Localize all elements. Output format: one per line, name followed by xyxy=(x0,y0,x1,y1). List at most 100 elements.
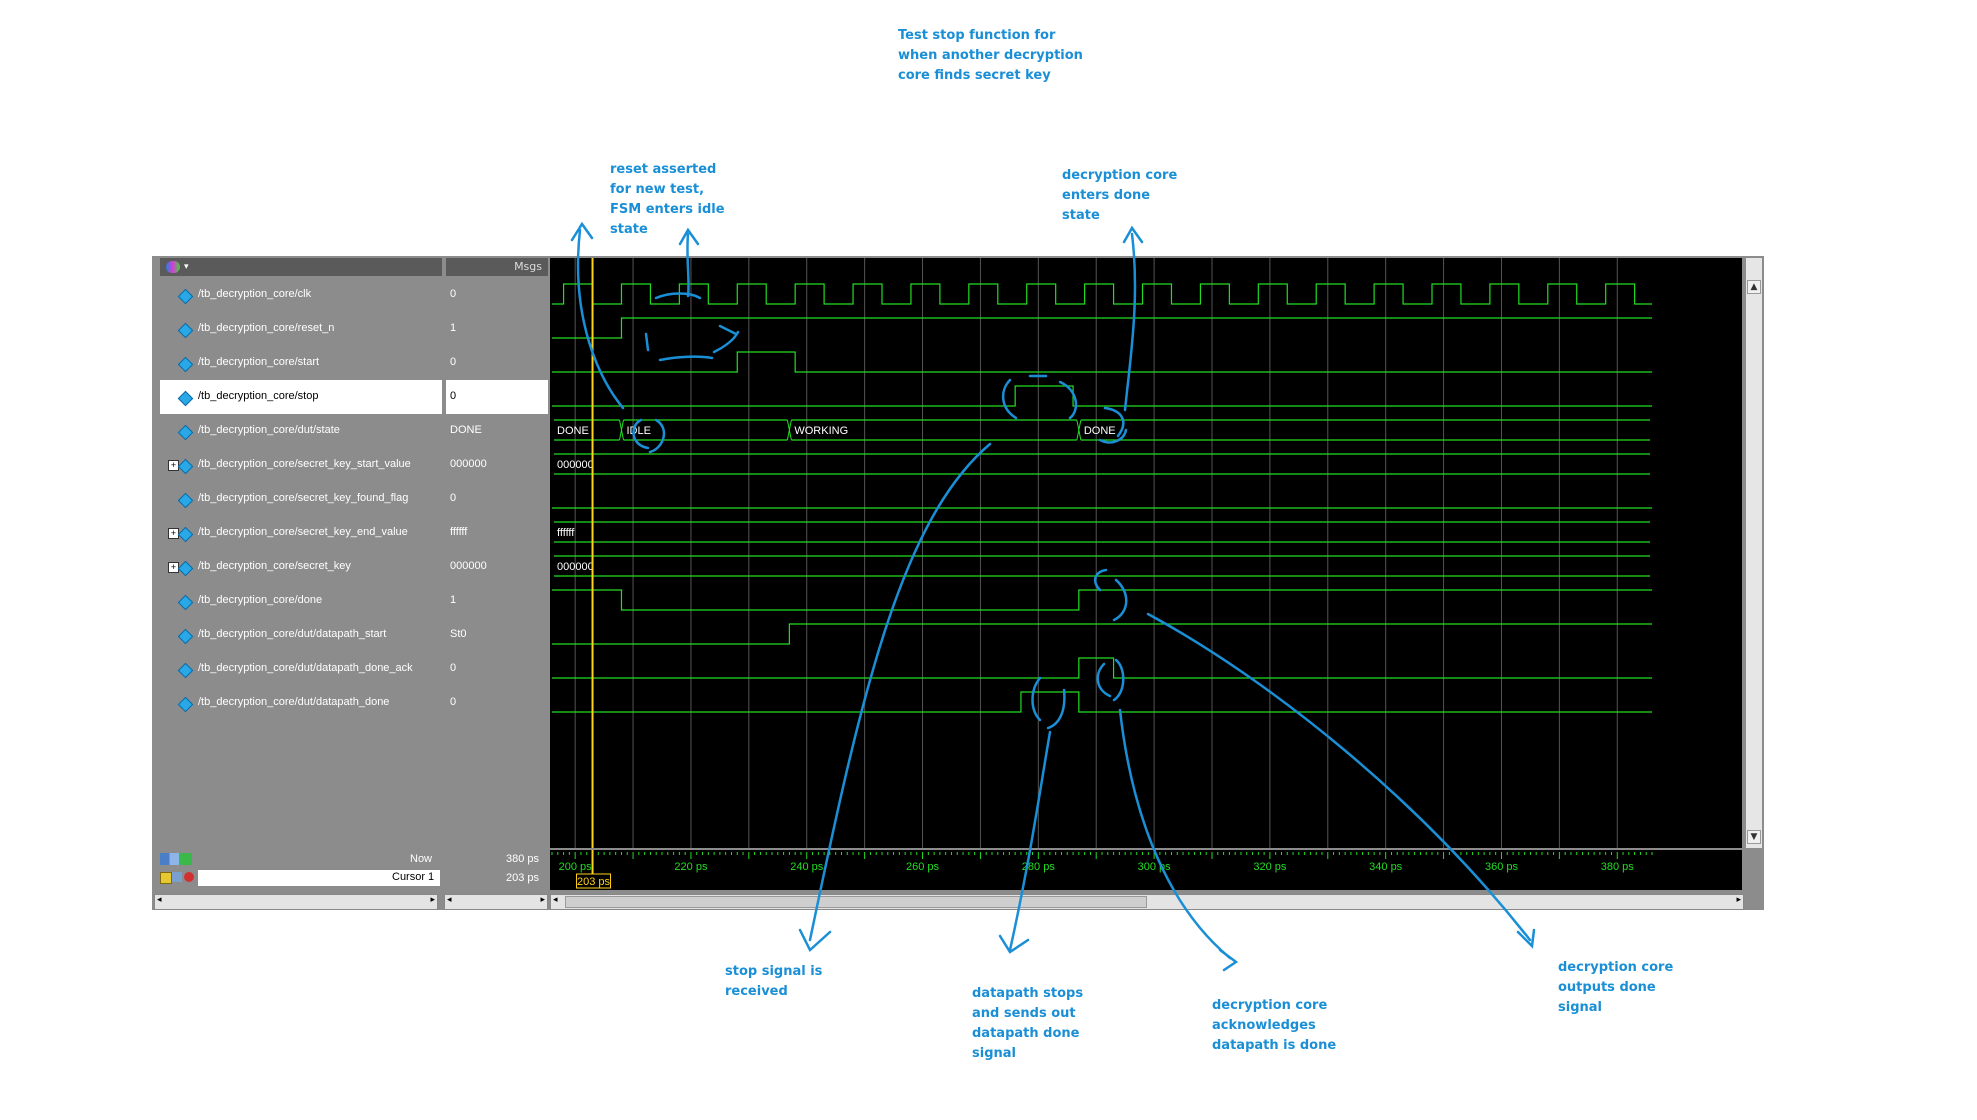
signal-value-row[interactable]: 0 xyxy=(446,346,548,380)
annotation-ack: decryption core acknowledges datapath is d… xyxy=(1212,998,1337,1053)
signal-value-row[interactable]: 0 xyxy=(446,652,548,686)
time-tick-label: 340 ps xyxy=(1369,861,1403,873)
signal-row[interactable]: +/tb_decryption_core/secret_key xyxy=(160,550,442,584)
time-tick-label: 300 ps xyxy=(1138,861,1172,873)
signal-row[interactable]: +/tb_decryption_core/secret_key_start_va… xyxy=(160,448,442,482)
signal-name: /tb_decryption_core/stop xyxy=(198,390,319,402)
scroll-left-icon[interactable]: ◂ xyxy=(447,895,452,905)
signal-row[interactable]: /tb_decryption_core/dut/state xyxy=(160,414,442,448)
signal-value: 0 xyxy=(450,356,457,368)
signal-row[interactable]: /tb_decryption_core/dut/datapath_start xyxy=(160,618,442,652)
bus-label: 000000 xyxy=(557,459,594,471)
signal-name: /tb_decryption_core/dut/datapath_start xyxy=(198,628,387,640)
msgs-label: Msgs xyxy=(514,260,542,273)
signal-value: 1 xyxy=(450,322,457,334)
signal-row[interactable]: /tb_decryption_core/dut/datapath_done_ac… xyxy=(160,652,442,686)
cursor-name-field[interactable]: Cursor 1 xyxy=(198,870,440,886)
waveform-pane[interactable]: DONE IDLE WORKING DONE 000000 ffffff 000000 xyxy=(550,258,1742,848)
signal-value-row[interactable]: 0 xyxy=(446,380,548,414)
signal-value-row[interactable]: 000000 xyxy=(446,550,548,584)
wave-hscroll[interactable]: ◂ ▸ xyxy=(550,894,1744,910)
cursor-delete-icon[interactable] xyxy=(184,872,194,882)
signal-value-row[interactable]: ffffff xyxy=(446,516,548,550)
cursor-lock-icon[interactable] xyxy=(160,872,172,884)
signal-name: /tb_decryption_core/secret_key xyxy=(198,560,351,572)
signal-value-row[interactable]: St0 xyxy=(446,618,548,652)
bus-label: DONE xyxy=(1084,425,1116,437)
signal-row[interactable]: /tb_decryption_core/clk xyxy=(160,278,442,312)
signal-diamond-icon xyxy=(177,662,194,679)
scroll-right-icon[interactable]: ▸ xyxy=(1736,895,1741,905)
signal-diamond-icon xyxy=(177,560,194,577)
now-label: Now xyxy=(410,853,433,865)
now-icons[interactable] xyxy=(160,853,192,865)
wave-toolbar-icon[interactable] xyxy=(166,261,180,273)
signal-value: 000000 xyxy=(450,560,487,572)
cursor-edit-icon[interactable] xyxy=(172,872,182,882)
signal-value-row[interactable]: 0 xyxy=(446,482,548,516)
waveform-canvas[interactable]: DONE IDLE WORKING DONE 000000 ffffff 000000 xyxy=(550,258,1742,848)
bus-transition xyxy=(618,419,624,441)
signal-diamond-icon xyxy=(177,288,194,305)
signal-value-row[interactable]: DONE xyxy=(446,414,548,448)
time-tick-label: 220 ps xyxy=(674,861,708,873)
signal-values-pane: Msgs 0 1 0 0 DONE 000000 0 ffffff 000000 1 St0 0 0 xyxy=(446,258,548,848)
signal-names-pane: ▾ /tb_decryption_core/clk/tb_decryption_… xyxy=(160,258,442,848)
signal-name: /tb_decryption_core/secret_key_start_val… xyxy=(198,458,411,470)
signal-value: St0 xyxy=(450,628,467,640)
signal-value: 000000 xyxy=(450,458,487,470)
signal-row[interactable]: /tb_decryption_core/done xyxy=(160,584,442,618)
signal-value: 0 xyxy=(450,662,457,674)
time-axis[interactable]: 200 ps 220 ps 240 ps 260 ps 280 ps 300 ps 320 … xyxy=(550,850,1742,890)
signal-row[interactable]: +/tb_decryption_core/secret_key_end_valu… xyxy=(160,516,442,550)
time-tick-label: 240 ps xyxy=(790,861,824,873)
signal-row[interactable]: /tb_decryption_core/dut/datapath_done xyxy=(160,686,442,720)
signal-value-row[interactable]: 0 xyxy=(446,686,548,720)
scroll-down-icon[interactable]: ▼ xyxy=(1747,830,1761,844)
names-hscroll[interactable]: ◂ ▸ xyxy=(154,894,438,910)
signal-name: /tb_decryption_core/secret_key_end_value xyxy=(198,526,408,538)
signal-name: /tb_decryption_core/done xyxy=(198,594,323,606)
annotation-reset: reset asserted for new test, FSM enters id… xyxy=(610,162,725,237)
scroll-left-icon[interactable]: ◂ xyxy=(553,895,558,905)
time-tick-label: 260 ps xyxy=(906,861,940,873)
waveform-trace xyxy=(552,385,1652,407)
values-hscroll[interactable]: ◂ ▸ xyxy=(444,894,548,910)
signal-diamond-icon xyxy=(177,594,194,611)
annotation-outputs-done: decryption core outputs done signal xyxy=(1558,960,1674,1015)
waveform-trace xyxy=(552,589,1652,611)
footer-scrollbar xyxy=(1746,850,1762,890)
signal-row[interactable]: /tb_decryption_core/stop xyxy=(160,380,442,414)
wave-footer: Now 380 ps Cursor 1 203 ps 200 ps 220 ps 2… xyxy=(152,850,1764,890)
signal-row[interactable]: /tb_decryption_core/reset_n xyxy=(160,312,442,346)
horizontal-scrollbars: ◂ ▸ ◂ ▸ ◂ ▸ xyxy=(152,892,1764,910)
bus-label: WORKING xyxy=(794,425,848,437)
annotation-stop-received: stop signal is received xyxy=(725,964,823,999)
scroll-left-icon[interactable]: ◂ xyxy=(157,895,162,905)
signal-name: /tb_decryption_core/dut/state xyxy=(198,424,340,436)
scroll-right-icon[interactable]: ▸ xyxy=(430,895,435,905)
scroll-right-icon[interactable]: ▸ xyxy=(540,895,545,905)
time-tick-label: 280 ps xyxy=(1022,861,1056,873)
signal-value-row[interactable]: 000000 xyxy=(446,448,548,482)
signal-name: /tb_decryption_core/dut/datapath_done_ac… xyxy=(198,662,413,674)
signal-value-row[interactable]: 1 xyxy=(446,584,548,618)
signal-row[interactable]: /tb_decryption_core/start xyxy=(160,346,442,380)
waveform-trace xyxy=(552,691,1652,713)
wave-hscroll-thumb[interactable] xyxy=(565,896,1147,908)
signal-value: 0 xyxy=(450,492,457,504)
signal-value-row[interactable]: 0 xyxy=(446,278,548,312)
chevron-down-icon[interactable]: ▾ xyxy=(184,262,189,272)
bus-label: IDLE xyxy=(626,425,650,437)
signal-diamond-icon xyxy=(177,628,194,645)
signal-value-row[interactable]: 1 xyxy=(446,312,548,346)
vertical-scrollbar[interactable]: ▲ ▼ xyxy=(1746,258,1762,848)
signal-name: /tb_decryption_core/reset_n xyxy=(198,322,335,334)
signal-value: ffffff xyxy=(450,526,468,538)
signal-row[interactable]: /tb_decryption_core/secret_key_found_fla… xyxy=(160,482,442,516)
waveform-trace xyxy=(552,351,1652,373)
scroll-up-icon[interactable]: ▲ xyxy=(1747,280,1761,294)
annotation-done-state: decryption core enters done state xyxy=(1062,168,1178,223)
signal-name: /tb_decryption_core/secret_key_found_fla… xyxy=(198,492,409,504)
signal-diamond-icon xyxy=(177,492,194,509)
